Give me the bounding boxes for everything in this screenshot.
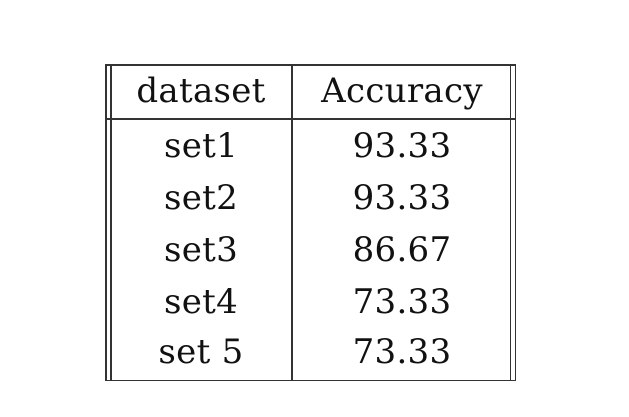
table-cell-accuracy: 73.33	[352, 332, 452, 372]
table-top-rule	[105, 64, 516, 66]
table-cell-dataset: set2	[163, 178, 239, 218]
table-bottom-rule	[105, 379, 516, 381]
table-cell-dataset: set 5	[158, 332, 244, 372]
table-cell-dataset: set4	[163, 282, 239, 322]
table-left-outer-rule	[105, 64, 107, 381]
table-cell-accuracy: 73.33	[352, 282, 452, 322]
table-left-inner-rule	[110, 64, 112, 381]
column-header-dataset: dataset	[136, 71, 266, 111]
table-right-outer-rule	[514, 64, 516, 381]
column-header-accuracy: Accuracy	[321, 71, 483, 111]
table-cell-accuracy: 93.33	[352, 126, 452, 166]
table-right-inner-rule	[509, 64, 511, 381]
table-cell-accuracy: 86.67	[352, 230, 452, 270]
table-cell-dataset: set1	[163, 126, 239, 166]
table-column-divider	[291, 64, 293, 381]
table-header-rule	[105, 118, 516, 120]
table-cell-accuracy: 93.33	[352, 178, 452, 218]
table-cell-dataset: set3	[163, 230, 239, 270]
results-table: dataset Accuracy set1 93.33 set2 93.33 s…	[105, 64, 516, 381]
